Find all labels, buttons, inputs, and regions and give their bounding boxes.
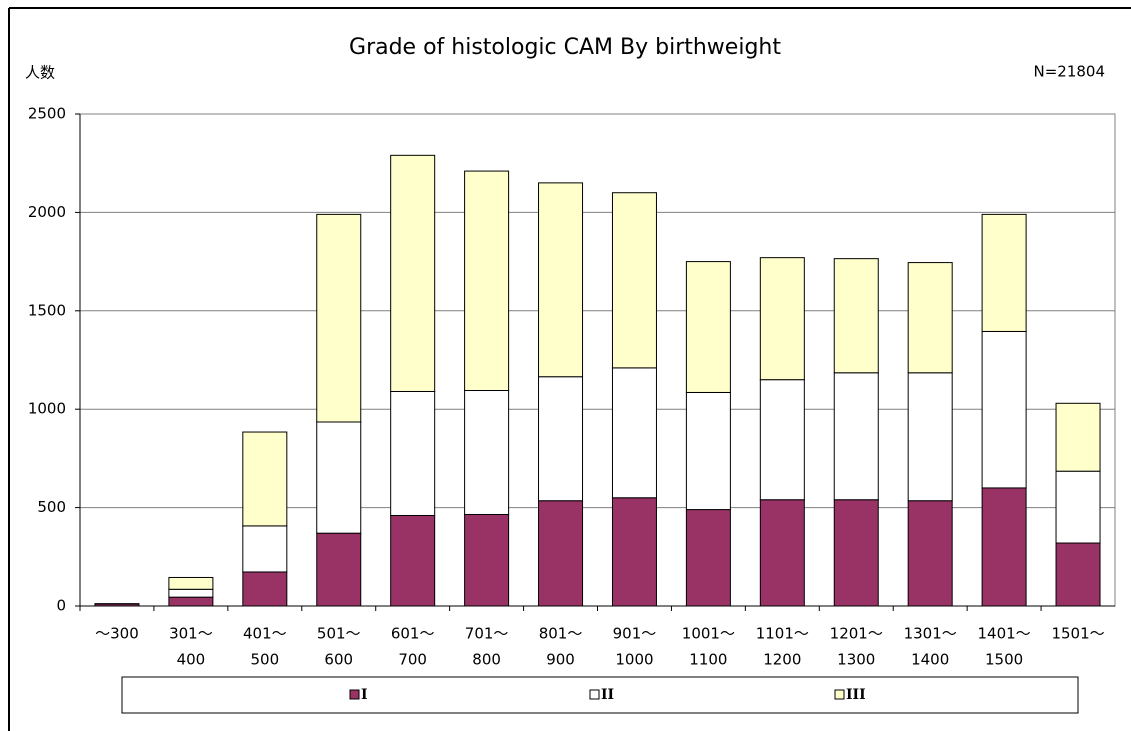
bar-segment (316, 213, 362, 423)
x-tick-label: ～300 (95, 625, 139, 643)
bar-segment (759, 499, 805, 607)
chart-title: Grade of histologic CAM By birthweight (349, 35, 781, 60)
bar-segment (611, 367, 657, 499)
bar-segment (242, 525, 288, 573)
y-axis-label: 人数 (25, 64, 55, 82)
bar-segment (316, 532, 362, 607)
y-tick-label: 2500 (28, 105, 66, 123)
bar-segment (907, 262, 953, 374)
x-tick-label: 301～ (169, 625, 213, 643)
bar-segment (242, 571, 288, 607)
x-tick-label: 400 (177, 651, 206, 669)
bar-segment (685, 261, 731, 393)
legend-label: II (601, 687, 614, 703)
x-tick-label: 1200 (763, 651, 801, 669)
bar-segment (759, 379, 805, 501)
bar-segment (1055, 402, 1101, 472)
bar-segment (538, 376, 584, 502)
x-tick-label: 1500 (985, 651, 1023, 669)
x-tick-label: 600 (324, 651, 353, 669)
y-tick-label: 1000 (28, 400, 66, 418)
x-tick-label: 1100 (689, 651, 727, 669)
bar-segment (1055, 542, 1101, 607)
y-tick-label: 2000 (28, 203, 66, 221)
x-tick-label: 1401～ (978, 625, 1031, 643)
x-tick-label: 900 (546, 651, 575, 669)
x-tick-label: 1201～ (830, 625, 883, 643)
bar-segment (390, 514, 436, 607)
bar-segment (464, 170, 510, 392)
bar-segment (981, 213, 1027, 332)
x-tick-label: 1001～ (682, 625, 735, 643)
x-tick-label: 1101～ (756, 625, 809, 643)
x-tick-label: 800 (472, 651, 501, 669)
bar-segment (833, 258, 879, 374)
bar-segment (390, 154, 436, 392)
bar-segment (538, 500, 584, 607)
x-tick-label: 601～ (391, 625, 435, 643)
bar-segment (168, 588, 214, 598)
x-tick-label: 700 (398, 651, 427, 669)
bar-segment (759, 257, 805, 381)
y-tick-label: 1500 (28, 301, 66, 319)
x-tick-label: 1300 (837, 651, 875, 669)
y-tick-label: 500 (37, 498, 66, 516)
bar-segment (981, 330, 1027, 489)
bar-segment (685, 509, 731, 607)
bar-segment (538, 182, 584, 378)
bar-segment (316, 421, 362, 534)
x-tick-label: 901～ (613, 625, 657, 643)
bar-segment (242, 431, 288, 527)
legend-swatch (834, 689, 845, 700)
x-tick-label: 801～ (539, 625, 583, 643)
bar-segment (907, 372, 953, 502)
legend-label: III (846, 687, 866, 703)
x-tick-label: 401～ (243, 625, 287, 643)
x-tick-label: 701～ (465, 625, 509, 643)
bar-segment (833, 372, 879, 501)
bar-segment (390, 390, 436, 516)
legend-label: I (361, 687, 368, 703)
legend-swatch (349, 689, 360, 700)
legend-swatch (589, 689, 600, 700)
bar-segment (464, 513, 510, 607)
bar-segment (464, 390, 510, 515)
plot-area (79, 113, 1116, 607)
legend-box (121, 676, 1079, 714)
bar-segment (833, 499, 879, 607)
x-tick-label: 501～ (317, 625, 361, 643)
annotation: N=21804 (1033, 63, 1105, 81)
bar-segment (168, 576, 214, 590)
bar-segment (611, 192, 657, 369)
bar-segment (907, 500, 953, 607)
bar-segment (611, 497, 657, 607)
bar-segment (685, 391, 731, 511)
bar-segment (168, 596, 214, 607)
x-tick-label: 1301～ (904, 625, 957, 643)
bar-segment (981, 487, 1027, 607)
x-tick-label: 1000 (615, 651, 653, 669)
y-tick-label: 0 (56, 597, 66, 615)
x-tick-label: 1400 (911, 651, 949, 669)
x-tick-label: 500 (251, 651, 280, 669)
x-tick-label: 1501～ (1051, 625, 1104, 643)
bar-segment (1055, 470, 1101, 544)
